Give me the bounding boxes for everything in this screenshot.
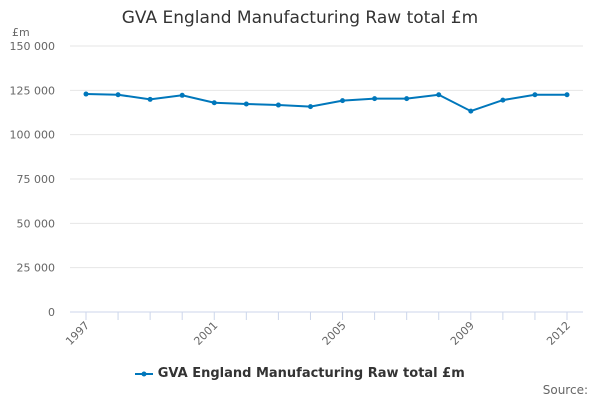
data-point	[564, 92, 570, 98]
x-tick-label: 1997	[63, 319, 92, 348]
data-point	[211, 100, 217, 106]
data-point	[307, 104, 313, 110]
data-point	[115, 92, 121, 98]
source-label: Source:	[542, 383, 588, 397]
data-point	[243, 101, 249, 107]
legend[interactable]: GVA England Manufacturing Raw total £m	[0, 366, 600, 381]
chart-title: GVA England Manufacturing Raw total £m	[121, 8, 479, 28]
x-tick-label: 2001	[191, 319, 220, 348]
y-tick-label: 150 000	[10, 40, 56, 53]
data-point	[340, 98, 346, 104]
y-tick-label: 100 000	[10, 129, 56, 142]
y-axis-label: £m	[12, 26, 30, 39]
data-point	[532, 92, 538, 98]
series-line	[85, 93, 567, 113]
data-point	[275, 102, 281, 108]
data-point	[147, 96, 153, 102]
y-tick-label: 0	[48, 306, 55, 319]
y-tick-label: 125 000	[10, 84, 56, 97]
legend-line-icon	[135, 371, 154, 376]
x-tick-label: 2009	[448, 319, 477, 348]
data-point	[83, 91, 89, 97]
data-point	[372, 96, 378, 102]
data-point	[179, 92, 185, 98]
x-tick-label: 2012	[544, 319, 573, 348]
y-tick-label: 50 000	[17, 217, 56, 230]
legend-label: GVA England Manufacturing Raw total £m	[157, 366, 465, 381]
data-point	[404, 96, 410, 102]
data-point	[436, 92, 442, 98]
x-tick-label: 2005	[320, 319, 349, 348]
y-tick-label: 25 000	[17, 262, 56, 275]
y-tick-label: 75 000	[17, 173, 56, 186]
data-point	[500, 97, 506, 103]
data-point	[468, 108, 474, 114]
